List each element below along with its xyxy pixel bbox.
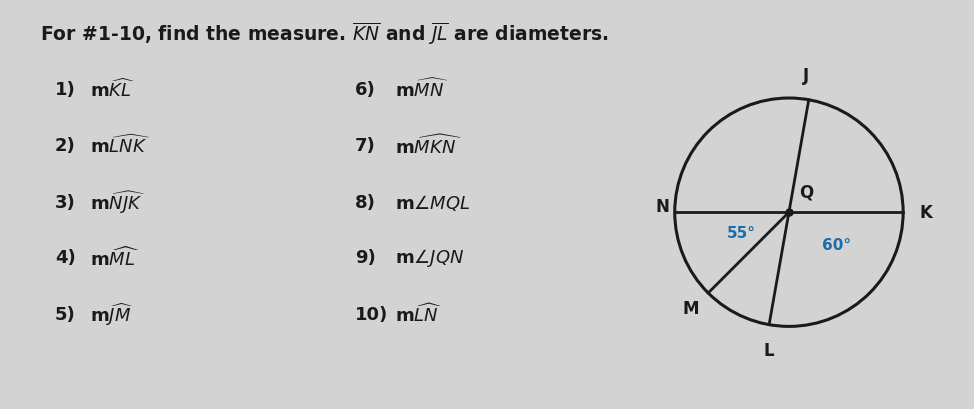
Text: 7): 7) xyxy=(355,137,376,155)
Text: For #1-10, find the measure. $\overline{KN}$ and $\overline{JL}$ are diameters.: For #1-10, find the measure. $\overline{… xyxy=(40,20,609,45)
Text: 3): 3) xyxy=(55,193,76,211)
Text: 10): 10) xyxy=(355,305,389,323)
Text: m$\widehat{MKN}$: m$\widehat{MKN}$ xyxy=(395,134,462,157)
Text: m$\widehat{ML}$: m$\widehat{ML}$ xyxy=(90,246,139,269)
Text: m$\widehat{JM}$: m$\widehat{JM}$ xyxy=(90,301,133,327)
Text: m$\widehat{KL}$: m$\widehat{KL}$ xyxy=(90,79,135,101)
Text: 55°: 55° xyxy=(727,226,756,240)
Text: J: J xyxy=(804,67,809,85)
Text: M: M xyxy=(683,299,699,317)
Text: 9): 9) xyxy=(355,248,376,266)
Text: N: N xyxy=(656,198,669,216)
Text: 8): 8) xyxy=(355,193,376,211)
Text: m$\angle MQL$: m$\angle MQL$ xyxy=(395,193,470,213)
Text: L: L xyxy=(764,341,774,359)
Text: 4): 4) xyxy=(55,248,76,266)
Text: K: K xyxy=(919,204,932,222)
Text: m$\widehat{LN}$: m$\widehat{LN}$ xyxy=(395,303,442,326)
Text: m$\widehat{MN}$: m$\widehat{MN}$ xyxy=(395,79,448,101)
Text: 60°: 60° xyxy=(822,237,851,252)
Text: 5): 5) xyxy=(55,305,76,323)
Text: Q: Q xyxy=(800,183,813,201)
Text: 1): 1) xyxy=(55,81,76,99)
Text: m$\angle JQN$: m$\angle JQN$ xyxy=(395,246,465,268)
Text: m$\widehat{LNK}$: m$\widehat{LNK}$ xyxy=(90,134,150,157)
Text: 6): 6) xyxy=(355,81,376,99)
Text: 2): 2) xyxy=(55,137,76,155)
Text: m$\widehat{NJK}$: m$\widehat{NJK}$ xyxy=(90,189,145,216)
